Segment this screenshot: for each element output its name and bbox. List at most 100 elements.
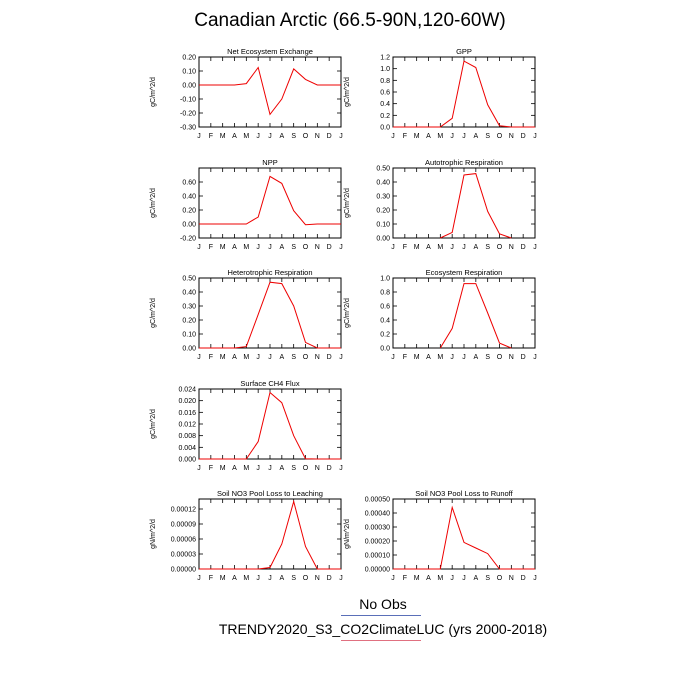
y-tick-label: 0.00000 [171, 567, 196, 574]
x-tick-label: M [437, 133, 443, 140]
y-tick-label: 0.40 [376, 180, 390, 187]
panel-title: Soil NO3 Pool Loss to Runoff [415, 489, 513, 498]
y-axis-label: gC/m^2/d [150, 298, 157, 328]
plot-frame [198, 277, 342, 349]
x-tick-label: D [521, 244, 526, 251]
x-tick-label: M [220, 244, 226, 251]
series-line [199, 391, 341, 460]
x-tick-label: F [209, 354, 213, 361]
x-tick-label: J [256, 465, 260, 472]
y-tick-label: 0.30 [182, 304, 196, 311]
y-tick-label: -0.30 [180, 125, 196, 132]
x-tick-label: M [243, 133, 249, 140]
x-tick-label: M [437, 575, 443, 582]
y-tick-label: 0.012 [178, 422, 196, 429]
x-tick-label: J [268, 354, 272, 361]
x-tick-label: M [243, 575, 249, 582]
x-tick-label: O [303, 244, 309, 251]
chart-panel: Autotrophic Respiration gC/m^2/d 0.50 0.40 0… [344, 158, 537, 251]
x-tick-label: J [450, 575, 454, 582]
series-line [199, 499, 341, 570]
y-tick-label: 0.016 [178, 410, 196, 417]
x-tick-label: D [521, 133, 526, 140]
y-tick-label: 0.10 [182, 69, 196, 76]
x-tick-label: M [243, 354, 249, 361]
y-tick-label: 0.40 [182, 290, 196, 297]
y-tick-label: 0.0 [380, 125, 390, 132]
y-tick-label: 0.00 [182, 83, 196, 90]
x-tick-label: M [220, 133, 226, 140]
y-tick-label: 0.8 [380, 78, 390, 85]
x-tick-label: O [303, 133, 309, 140]
x-tick-label: J [339, 465, 343, 472]
plot-frame [198, 498, 342, 570]
x-tick-label: J [391, 244, 395, 251]
x-tick-label: D [521, 575, 526, 582]
x-tick-label: J [197, 575, 201, 582]
y-tick-label: 0.6 [380, 90, 390, 97]
x-tick-label: F [209, 133, 213, 140]
x-tick-label: J [268, 244, 272, 251]
y-tick-label: 0.00000 [365, 567, 390, 574]
x-tick-label: J [450, 244, 454, 251]
y-axis-label: gN/m^2/d [344, 519, 351, 549]
x-tick-label: J [268, 575, 272, 582]
panel-title: Heterotrophic Respiration [227, 268, 312, 277]
x-tick-label: O [497, 575, 503, 582]
y-axis-label: gN/m^2/d [150, 519, 157, 549]
x-tick-label: O [303, 465, 309, 472]
x-tick-label: J [197, 244, 201, 251]
panel-title: Autotrophic Respiration [425, 158, 503, 167]
x-tick-label: A [426, 133, 431, 140]
x-tick-label: J [450, 354, 454, 361]
x-tick-label: J [197, 133, 201, 140]
x-tick-label: M [414, 244, 420, 251]
x-tick-label: S [291, 244, 296, 251]
panel-title: Soil NO3 Pool Loss to Leaching [217, 489, 323, 498]
y-tick-label: 0.000 [178, 457, 196, 464]
x-tick-label: O [497, 133, 503, 140]
x-tick-label: J [256, 575, 260, 582]
x-tick-label: J [533, 244, 537, 251]
x-tick-label: M [414, 575, 420, 582]
y-tick-label: 0.10 [182, 332, 196, 339]
y-tick-label: 0.20 [182, 55, 196, 62]
plot-frame [392, 498, 536, 570]
x-tick-label: A [426, 354, 431, 361]
y-tick-label: 0.00030 [365, 525, 390, 532]
x-tick-label: A [232, 465, 237, 472]
x-tick-label: J [256, 354, 260, 361]
panel-title: Net Ecosystem Exchange [227, 47, 313, 56]
x-tick-label: N [315, 133, 320, 140]
x-tick-label: M [414, 133, 420, 140]
x-tick-label: D [327, 575, 332, 582]
x-tick-label: A [279, 133, 284, 140]
x-tick-label: A [426, 575, 431, 582]
x-tick-label: A [426, 244, 431, 251]
legend-obs-line [341, 615, 421, 616]
x-tick-label: M [220, 465, 226, 472]
x-tick-label: D [327, 244, 332, 251]
x-tick-label: S [291, 133, 296, 140]
x-tick-label: J [533, 575, 537, 582]
x-tick-label: F [209, 244, 213, 251]
x-tick-label: D [327, 133, 332, 140]
y-tick-label: 0.40 [182, 194, 196, 201]
legend-case-label: TRENDY2020_S3_CO2ClimateLUC (yrs 2000-20… [218, 621, 548, 637]
x-tick-label: O [303, 354, 309, 361]
series-line [199, 66, 341, 116]
y-axis-label: gC/m^2/d [344, 298, 351, 328]
y-tick-label: 0.00020 [365, 539, 390, 546]
y-tick-label: 0.10 [376, 222, 390, 229]
x-tick-label: A [473, 354, 478, 361]
y-tick-label: 0.30 [376, 194, 390, 201]
x-tick-label: J [462, 133, 466, 140]
x-tick-label: F [403, 354, 407, 361]
series-line [439, 283, 512, 349]
series-line [199, 281, 341, 349]
x-tick-label: S [485, 354, 490, 361]
x-tick-label: N [315, 244, 320, 251]
y-tick-label: 0.20 [182, 208, 196, 215]
plot-frame [198, 388, 342, 460]
